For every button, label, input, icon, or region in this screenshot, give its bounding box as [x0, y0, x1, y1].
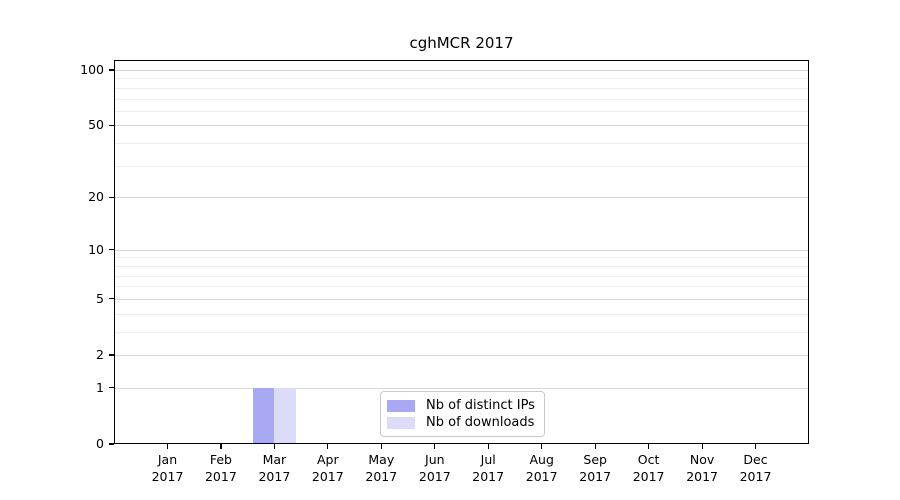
- x-tick: [754, 444, 757, 449]
- bar-nb-of-distinct-ips-mar: [253, 387, 275, 444]
- y-gridline-major: [114, 249, 809, 251]
- y-gridline-major: [114, 125, 809, 127]
- x-tick-label: May 2017: [365, 452, 398, 484]
- legend-item-downloads: Nb of downloads: [387, 414, 535, 431]
- y-gridline-minor: [114, 275, 809, 277]
- y-gridline-minor: [114, 143, 809, 145]
- y-tick-label: 10: [88, 241, 104, 257]
- x-tick: [434, 444, 436, 449]
- legend-swatch-distinct-ips: [387, 399, 415, 412]
- y-tick: [109, 443, 114, 445]
- y-tick: [109, 196, 114, 198]
- legend-item-distinct-ips: Nb of distinct IPs: [387, 397, 535, 414]
- x-tick-label: Jul 2017: [472, 452, 505, 484]
- y-tick: [109, 249, 114, 251]
- x-tick-label: Feb 2017: [204, 452, 237, 484]
- x-tick: [380, 444, 382, 449]
- x-tick: [541, 444, 543, 449]
- x-tick: [166, 444, 169, 449]
- y-gridline-major: [114, 298, 809, 300]
- y-gridline-minor: [114, 78, 809, 80]
- y-tick: [109, 298, 114, 300]
- y-tick-label: 5: [96, 290, 104, 306]
- y-tick-label: 2: [96, 347, 104, 362]
- y-gridline-major: [114, 197, 809, 199]
- x-tick: [594, 444, 596, 449]
- x-tick-label: Jan 2017: [151, 452, 184, 484]
- x-tick: [701, 444, 703, 449]
- y-gridline-minor: [114, 110, 809, 112]
- x-tick-label: Nov 2017: [686, 452, 718, 484]
- y-tick: [109, 69, 114, 71]
- y-tick: [109, 354, 114, 356]
- y-gridline-minor: [114, 265, 809, 267]
- y-tick-label: 100: [80, 62, 104, 77]
- y-gridline-major: [114, 70, 809, 71]
- y-tick-label: 50: [88, 117, 104, 133]
- y-gridline-minor: [114, 286, 809, 288]
- y-gridline-minor: [114, 313, 809, 315]
- y-tick-label: 1: [96, 379, 104, 395]
- y-gridline-minor: [114, 257, 809, 259]
- y-gridline-minor: [114, 98, 809, 100]
- y-tick-label: 0: [96, 436, 104, 451]
- x-tick-label: Jun 2017: [418, 452, 451, 484]
- y-gridline-minor: [114, 87, 809, 89]
- y-gridline-minor: [114, 165, 809, 167]
- x-tick-label: Dec 2017: [739, 452, 772, 484]
- x-tick-label: Apr 2017: [311, 452, 344, 484]
- x-tick: [487, 444, 489, 449]
- legend-swatch-downloads: [387, 416, 415, 429]
- chart-title: cghMCR 2017: [409, 34, 514, 52]
- plot-frame: [114, 60, 809, 444]
- legend: Nb of distinct IPs Nb of downloads: [380, 391, 545, 437]
- x-tick: [273, 444, 276, 449]
- y-gridline-minor: [114, 331, 809, 333]
- x-tick-label: Sep 2017: [579, 452, 612, 484]
- y-gridline-major: [114, 355, 809, 356]
- x-tick: [327, 444, 329, 449]
- x-tick: [220, 444, 222, 449]
- y-tick: [109, 124, 114, 127]
- y-tick-label: 20: [88, 189, 104, 205]
- x-tick-label: Oct 2017: [632, 452, 665, 484]
- x-tick: [648, 444, 650, 449]
- y-gridline-major: [114, 387, 809, 389]
- legend-label-downloads: Nb of downloads: [426, 415, 535, 430]
- x-tick-label: Aug 2017: [525, 452, 558, 484]
- legend-label-distinct-ips: Nb of distinct IPs: [426, 398, 535, 413]
- y-tick: [109, 387, 114, 389]
- x-tick-label: Mar 2017: [258, 452, 291, 484]
- bar-nb-of-downloads-mar: [274, 387, 296, 444]
